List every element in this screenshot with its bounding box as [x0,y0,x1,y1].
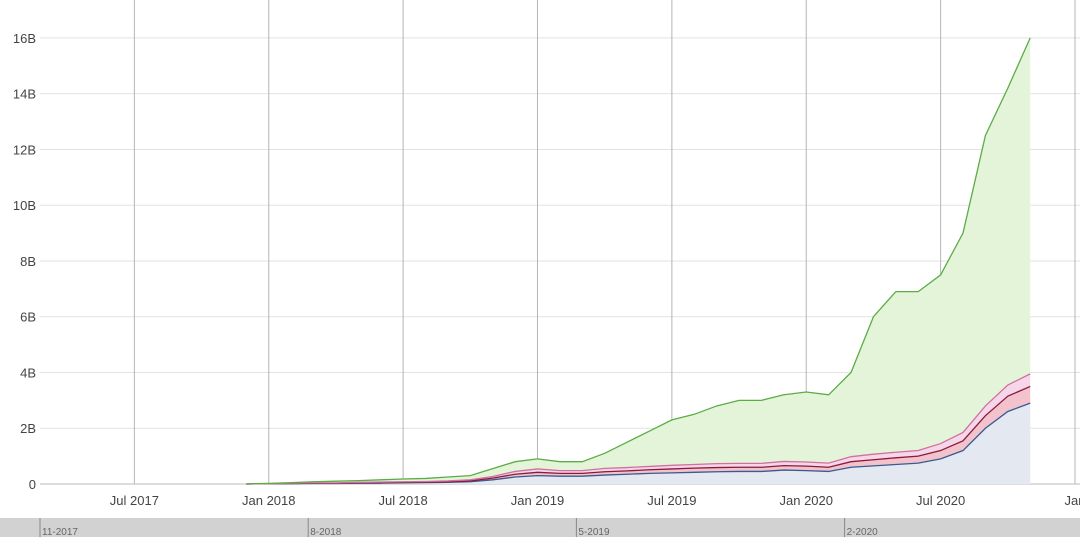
area-fill [246,403,1031,484]
y-tick-label: 4B [20,365,36,380]
x-tick-label: Jan [1065,493,1080,508]
navigator-label: 5-2019 [578,527,610,537]
y-tick-label: 12B [13,142,36,157]
navigator-label: 8-2018 [310,527,342,537]
y-tick-label: 16B [13,31,36,46]
navigator-label: 2-2020 [847,527,879,537]
x-tick-label: Jan 2020 [780,493,834,508]
y-tick-label: 14B [13,87,36,102]
area-line [246,373,1031,485]
x-tick-label: Jul 2017 [110,493,159,508]
area-line [246,37,1031,485]
y-tick-label: 10B [13,198,36,213]
y-tick-label: 2B [20,421,36,436]
y-tick-label: 8B [20,254,36,269]
x-tick-label: Jan 2019 [511,493,565,508]
x-tick-label: Jul 2019 [647,493,696,508]
navigator-label: 11-2017 [42,527,78,537]
y-tick-label: 0 [29,477,36,492]
y-tick-label: 6B [20,310,36,325]
navigator [0,518,1080,537]
x-tick-label: Jan 2018 [242,493,296,508]
x-tick-label: Jul 2018 [379,493,428,508]
x-tick-label: Jul 2020 [916,493,965,508]
